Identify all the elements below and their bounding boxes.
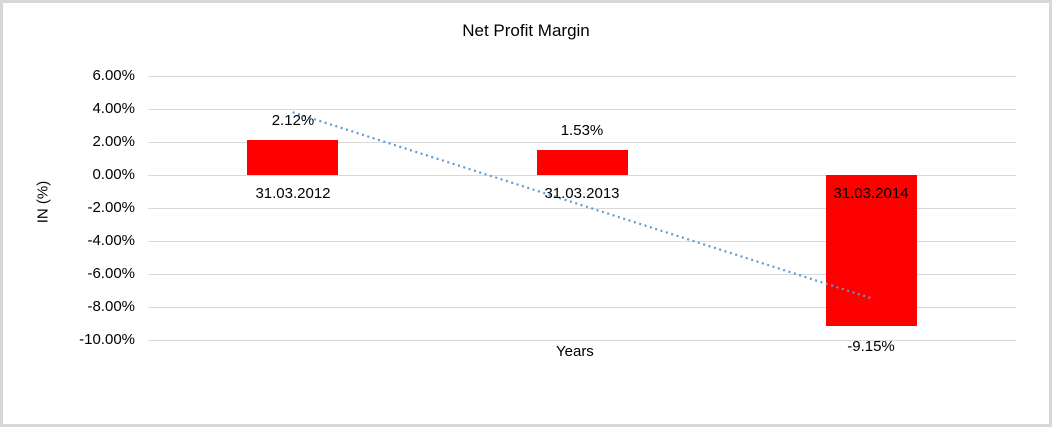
y-tick-label: -4.00%: [87, 232, 135, 249]
bar: [537, 150, 628, 175]
bar: [247, 140, 338, 175]
gridline: [148, 340, 1016, 341]
data-label: 2.12%: [271, 112, 315, 129]
x-axis-title: Years: [556, 343, 594, 360]
y-tick-label: -10.00%: [79, 331, 135, 348]
data-label: -9.15%: [847, 338, 895, 355]
chart-title: Net Profit Margin: [462, 21, 590, 40]
gridline: [148, 76, 1016, 77]
category-label: 31.03.2014: [833, 185, 909, 202]
y-tick-label: 2.00%: [92, 133, 135, 150]
category-label: 31.03.2013: [544, 185, 620, 202]
y-tick-label: 4.00%: [92, 100, 135, 117]
y-tick-label: -6.00%: [87, 265, 135, 282]
y-tick-label: -2.00%: [87, 199, 135, 216]
y-tick-label: 0.00%: [92, 166, 135, 183]
category-label: 31.03.2012: [255, 185, 331, 202]
y-tick-label: 6.00%: [92, 67, 135, 84]
gridline: [148, 307, 1016, 308]
data-label: 1.53%: [560, 122, 604, 139]
y-tick-label: -8.00%: [87, 298, 135, 315]
gridline: [148, 109, 1016, 110]
